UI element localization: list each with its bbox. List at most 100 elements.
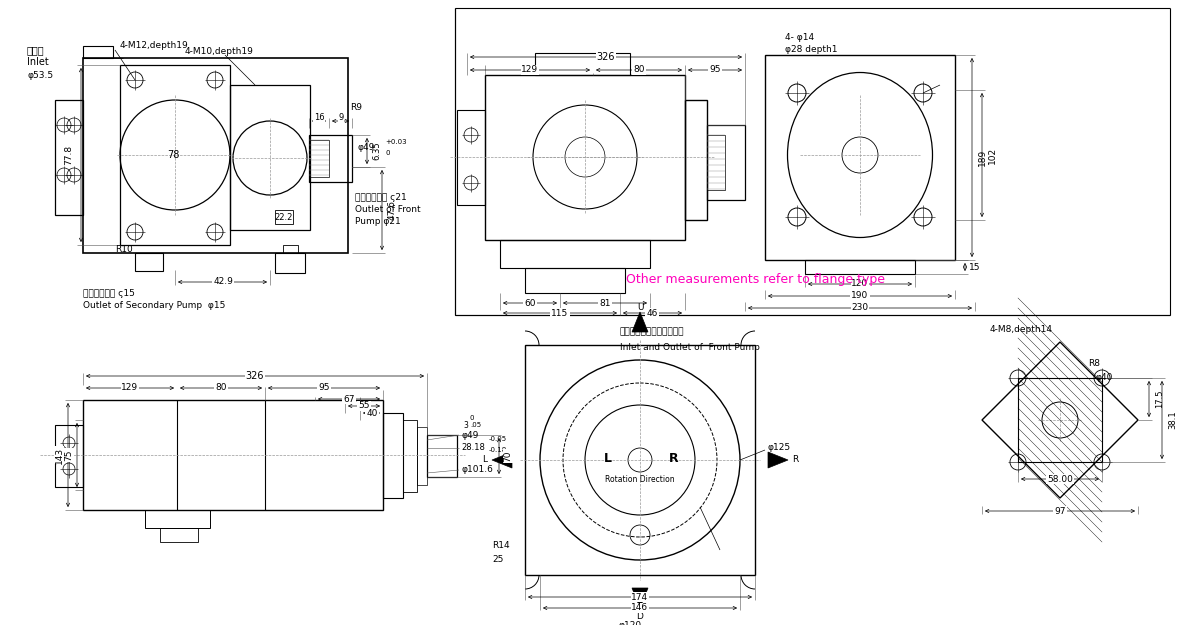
- Bar: [403, 420, 417, 492]
- Bar: [120, 65, 230, 245]
- Text: 55: 55: [358, 401, 370, 411]
- Text: 129: 129: [121, 384, 139, 392]
- Text: 115: 115: [551, 309, 568, 318]
- Bar: [275, 210, 293, 224]
- Text: R10: R10: [115, 246, 133, 254]
- Text: φ125: φ125: [769, 444, 791, 452]
- Text: φ101.6: φ101.6: [461, 466, 493, 474]
- Text: 42.9: 42.9: [213, 278, 233, 286]
- Text: D: D: [637, 612, 644, 621]
- Text: 4-M12,depth19: 4-M12,depth19: [120, 41, 188, 51]
- Text: 102: 102: [988, 146, 997, 164]
- Text: 38.1: 38.1: [1169, 411, 1177, 429]
- Text: 前泵浦入油口和出油口方向: 前泵浦入油口和出油口方向: [620, 328, 685, 336]
- Text: Inlet: Inlet: [27, 57, 48, 67]
- Bar: [282, 245, 298, 253]
- Polygon shape: [769, 452, 787, 468]
- Text: Pump φ21: Pump φ21: [355, 217, 400, 226]
- Bar: [805, 260, 915, 274]
- Text: R: R: [670, 451, 679, 464]
- Text: 81: 81: [599, 299, 611, 308]
- Text: 入油口: 入油口: [27, 45, 45, 55]
- Text: 120: 120: [851, 279, 869, 289]
- Text: 0: 0: [470, 415, 474, 421]
- Text: 15: 15: [969, 262, 980, 271]
- Text: Outlet of Secondary Pump  φ15: Outlet of Secondary Pump φ15: [84, 301, 225, 309]
- Text: 4-M10,depth19: 4-M10,depth19: [185, 48, 254, 56]
- Text: 230: 230: [851, 304, 869, 312]
- Text: 80: 80: [633, 66, 645, 74]
- Text: φ120: φ120: [618, 621, 641, 625]
- Bar: [417, 427, 427, 485]
- Text: Rotation Direction: Rotation Direction: [605, 476, 674, 484]
- Text: 16: 16: [314, 114, 325, 122]
- Bar: [55, 100, 84, 215]
- Bar: [275, 253, 305, 273]
- Bar: [310, 135, 352, 182]
- Text: 6.35: 6.35: [372, 142, 381, 160]
- Text: 174: 174: [631, 592, 649, 601]
- Text: 40: 40: [366, 409, 378, 418]
- Bar: [765, 55, 955, 260]
- Polygon shape: [492, 452, 512, 468]
- Bar: [1018, 378, 1102, 462]
- Text: 0: 0: [385, 150, 390, 156]
- Bar: [525, 268, 625, 293]
- Text: 60: 60: [524, 299, 536, 308]
- Text: 78: 78: [167, 150, 179, 160]
- Text: 58.00: 58.00: [1048, 474, 1073, 484]
- Text: φ53.5: φ53.5: [27, 71, 53, 81]
- Text: 46: 46: [646, 309, 658, 318]
- Bar: [500, 240, 650, 268]
- Bar: [230, 85, 310, 230]
- Bar: [145, 510, 210, 528]
- Bar: [707, 125, 745, 200]
- Text: 後泵浦出油口 ς15: 後泵浦出油口 ς15: [84, 289, 135, 298]
- Text: 28.18: 28.18: [461, 444, 485, 452]
- Text: -0.18: -0.18: [488, 447, 507, 453]
- Text: 22.2: 22.2: [274, 214, 292, 222]
- Bar: [135, 253, 162, 271]
- Bar: [525, 345, 754, 575]
- Text: 326: 326: [597, 52, 616, 62]
- Bar: [84, 400, 383, 510]
- Polygon shape: [632, 312, 649, 332]
- Text: 70: 70: [504, 450, 512, 462]
- Bar: [685, 100, 707, 220]
- Text: 4-M8,depth14: 4-M8,depth14: [990, 326, 1053, 334]
- Bar: [160, 528, 198, 542]
- Text: 75: 75: [65, 449, 73, 461]
- Text: Other measurements refer to flange type: Other measurements refer to flange type: [625, 274, 884, 286]
- Text: L: L: [483, 456, 487, 464]
- Text: φ49: φ49: [461, 431, 478, 439]
- Bar: [457, 110, 485, 205]
- Text: -0.05: -0.05: [488, 436, 507, 442]
- Text: 67: 67: [344, 394, 354, 404]
- Bar: [84, 58, 348, 253]
- Text: φ49: φ49: [357, 144, 374, 152]
- Text: 47.6: 47.6: [387, 200, 397, 220]
- Text: R8: R8: [1088, 359, 1100, 369]
- Polygon shape: [632, 588, 649, 608]
- Text: 77.8: 77.8: [65, 145, 73, 165]
- Text: 129: 129: [521, 66, 539, 74]
- Text: 95: 95: [710, 66, 720, 74]
- Text: 97: 97: [1055, 506, 1065, 516]
- Text: L: L: [604, 451, 612, 464]
- Bar: [707, 135, 725, 190]
- Text: 190: 190: [851, 291, 869, 301]
- Bar: [383, 413, 403, 498]
- Text: R14: R14: [492, 541, 510, 549]
- Bar: [55, 425, 84, 487]
- Text: 3: 3: [463, 421, 468, 429]
- Bar: [427, 435, 457, 477]
- Text: 80: 80: [215, 384, 227, 392]
- Text: 146: 146: [631, 604, 649, 612]
- Bar: [536, 53, 630, 75]
- Text: .05: .05: [470, 422, 481, 428]
- Text: 17.5: 17.5: [1156, 390, 1164, 408]
- Text: R: R: [792, 456, 798, 464]
- Text: 95: 95: [318, 384, 330, 392]
- Text: 189: 189: [978, 148, 986, 166]
- Text: 9: 9: [338, 114, 344, 122]
